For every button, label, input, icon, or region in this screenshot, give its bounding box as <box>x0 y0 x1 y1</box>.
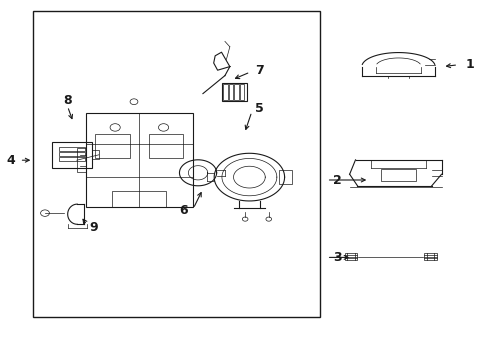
Bar <box>423 253 436 260</box>
Bar <box>59 157 84 161</box>
Text: 3: 3 <box>332 251 341 264</box>
Bar <box>59 147 84 151</box>
Text: 6: 6 <box>179 204 187 217</box>
Bar <box>222 83 247 101</box>
Text: 9: 9 <box>89 221 98 234</box>
Bar <box>92 150 99 159</box>
Bar <box>85 113 193 207</box>
Bar <box>95 134 130 158</box>
Bar <box>344 253 357 260</box>
Bar <box>380 169 415 181</box>
Bar <box>112 190 166 207</box>
Text: 1: 1 <box>464 58 473 71</box>
Bar <box>59 152 84 156</box>
Bar <box>228 84 233 100</box>
Text: 2: 2 <box>332 174 341 186</box>
Bar <box>279 170 291 184</box>
Text: 5: 5 <box>254 102 263 114</box>
Bar <box>33 11 320 317</box>
Bar <box>148 134 183 158</box>
Text: 4: 4 <box>6 154 15 167</box>
Bar <box>239 84 244 100</box>
Bar <box>234 84 238 100</box>
Bar <box>77 148 85 172</box>
Text: 8: 8 <box>63 94 72 107</box>
Bar <box>223 84 227 100</box>
Bar <box>52 142 92 168</box>
Text: 7: 7 <box>254 64 263 77</box>
